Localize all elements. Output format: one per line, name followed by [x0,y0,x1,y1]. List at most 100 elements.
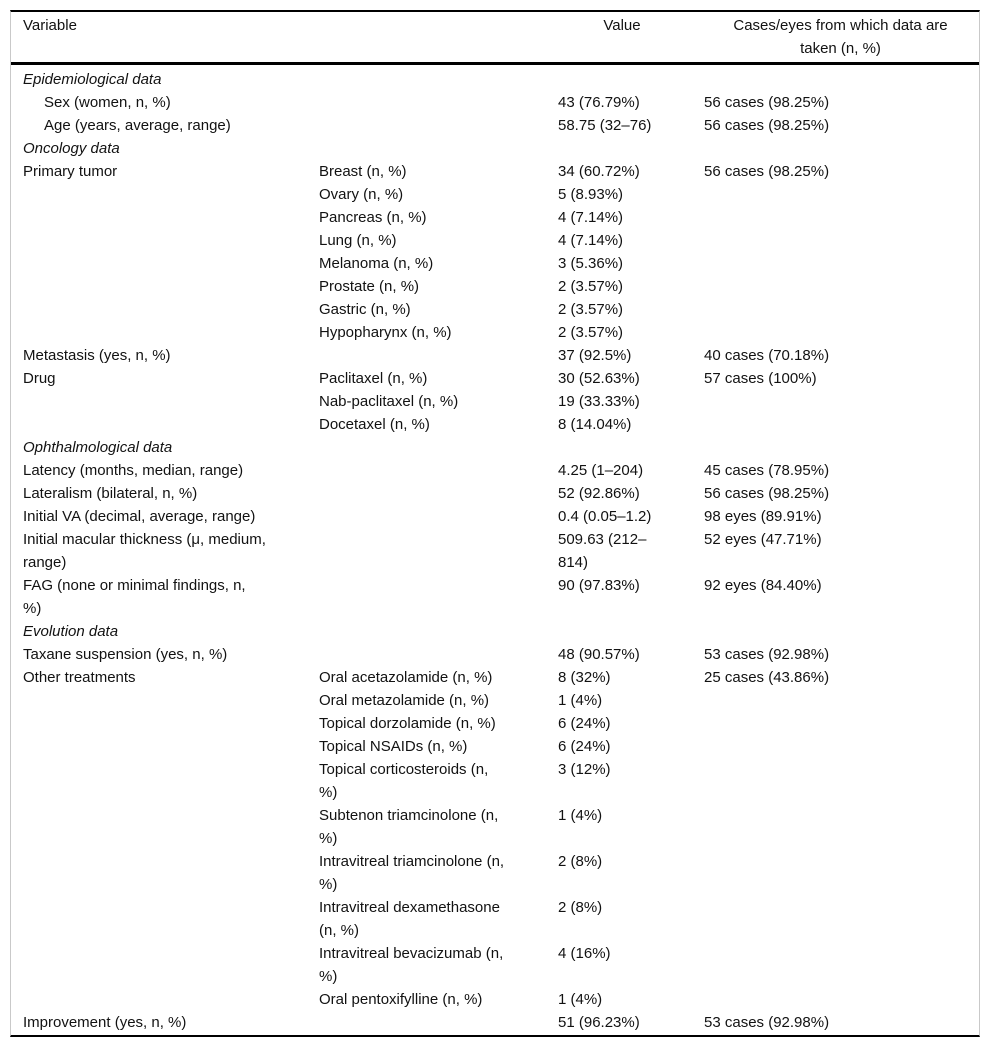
value-cell: 3 (12%) [558,761,611,778]
variable-cell: Primary tumor [23,163,118,180]
variable-cell [11,275,319,298]
subvariable-cell [319,643,558,666]
variable-cell: Initial VA (decimal, average, range) [23,508,256,525]
value-cell: 90 (97.83%) [558,577,640,594]
variable-cell: Oncology data [23,140,120,157]
section-header-row: Ophthalmological data [11,436,979,459]
section-header-row: Evolution data [11,620,979,643]
variable-cell: Drug [23,370,56,387]
cases-cell: 56 cases (98.25%) [704,163,830,180]
variable-cell: Taxane suspension (yes, n, %) [23,646,228,663]
subvariable-cell: Topical NSAIDs (n, %) [319,738,468,755]
table-row: Pancreas (n, %) 4 (7.14%) [11,206,979,229]
cases-cell: 25 cases (43.86%) [704,669,830,686]
subvariable-cell: Intravitreal triamcinolone (n, %) [319,853,505,893]
value-cell: 30 (52.63%) [558,370,640,387]
value-cell: 37 (92.5%) [558,347,632,364]
value-cell [558,68,704,91]
value-cell: 52 (92.86%) [558,485,640,502]
variable-cell [11,942,319,988]
value-cell: 48 (90.57%) [558,646,640,663]
cases-cell [704,68,979,91]
subvariable-cell [319,68,558,91]
table-row: Lateralism (bilateral, n, %) 52 (92.86%)… [11,482,979,505]
value-cell: 1 (4%) [558,807,603,824]
cases-cell [704,413,979,436]
subvariable-cell: Lung (n, %) [319,232,397,249]
cases-cell [704,712,979,735]
subvariable-cell: Topical corticosteroids (n, %) [319,761,489,801]
variable-cell [11,988,319,1011]
table-row: Initial macular thickness (μ, medium, ra… [11,528,979,574]
value-cell: 4.25 (1–204) [558,462,644,479]
cases-cell: 40 cases (70.18%) [704,347,830,364]
subvariable-cell [319,137,558,160]
subvariable-cell: Oral metazolamide (n, %) [319,692,490,709]
variable-cell [11,758,319,804]
study-characteristics-table: Variable Value Cases/eyes from which dat… [10,10,980,1037]
table-header-row: Variable Value Cases/eyes from which dat… [11,12,979,65]
subvariable-cell [319,344,558,367]
subvariable-cell: Docetaxel (n, %) [319,416,430,433]
subvariable-cell: Nab-paclitaxel (n, %) [319,393,459,410]
value-cell: 2 (3.57%) [558,278,624,295]
table-row: Topical NSAIDs (n, %) 6 (24%) [11,735,979,758]
value-cell: 2 (3.57%) [558,301,624,318]
value-cell: 43 (76.79%) [558,94,640,111]
subvariable-cell [319,574,558,620]
variable-cell [11,896,319,942]
table-row: Oral metazolamide (n, %) 1 (4%) [11,689,979,712]
column-header-value: Value [603,17,641,34]
cases-cell [704,137,979,160]
table-row: Taxane suspension (yes, n, %) 48 (90.57%… [11,643,979,666]
table-row: Latency (months, median, range) 4.25 (1–… [11,459,979,482]
variable-cell [11,689,319,712]
subvariable-cell: Intravitreal dexamethasone (n, %) [319,899,500,939]
variable-cell: Age (years, average, range) [44,117,231,134]
subvariable-cell: Hypopharynx (n, %) [319,324,452,341]
variable-cell [11,850,319,896]
subvariable-cell [319,459,558,482]
subvariable-cell: Topical dorzolamide (n, %) [319,715,496,732]
table-row: Intravitreal dexamethasone (n, %) 2 (8%) [11,896,979,942]
variable-cell [11,321,319,344]
subvariable-cell [319,528,558,574]
subvariable-cell [319,482,558,505]
table-row: Prostate (n, %) 2 (3.57%) [11,275,979,298]
section-header-row: Oncology data [11,137,979,160]
subvariable-cell: Gastric (n, %) [319,301,411,318]
cases-cell: 53 cases (92.98%) [704,646,830,663]
value-cell: 5 (8.93%) [558,186,624,203]
subvariable-cell: Intravitreal bevacizumab (n, %) [319,945,504,985]
variable-cell [11,206,319,229]
table-row: Subtenon triamcinolone (n, %) 1 (4%) [11,804,979,850]
table-row: Intravitreal triamcinolone (n, %) 2 (8%) [11,850,979,896]
table-row: Drug Paclitaxel (n, %) 30 (52.63%) 57 ca… [11,367,979,390]
cases-cell [704,252,979,275]
table-row: Other treatments Oral acetazolamide (n, … [11,666,979,689]
variable-cell [11,183,319,206]
subvariable-cell: Pancreas (n, %) [319,209,427,226]
value-cell: 6 (24%) [558,715,611,732]
table-row: Sex (women, n, %) 43 (76.79%) 56 cases (… [11,91,979,114]
cases-cell [704,321,979,344]
value-cell: 2 (8%) [558,853,603,870]
cases-cell [704,689,979,712]
subvariable-cell [319,620,558,643]
table-row: Metastasis (yes, n, %) 37 (92.5%) 40 cas… [11,344,979,367]
variable-cell: Metastasis (yes, n, %) [23,347,171,364]
cases-cell [704,735,979,758]
cases-cell [704,436,979,459]
subvariable-cell [319,436,558,459]
table-row: Improvement (yes, n, %) 51 (96.23%) 53 c… [11,1011,979,1034]
value-cell: 2 (3.57%) [558,324,624,341]
subvariable-cell [319,1011,558,1034]
cases-cell: 56 cases (98.25%) [704,117,830,134]
variable-cell [11,712,319,735]
cases-cell [704,942,979,988]
value-cell: 19 (33.33%) [558,393,640,410]
value-cell: 8 (14.04%) [558,416,632,433]
cases-cell [704,850,979,896]
value-cell: 8 (32%) [558,669,611,686]
table-row: Intravitreal bevacizumab (n, %) 4 (16%) [11,942,979,988]
